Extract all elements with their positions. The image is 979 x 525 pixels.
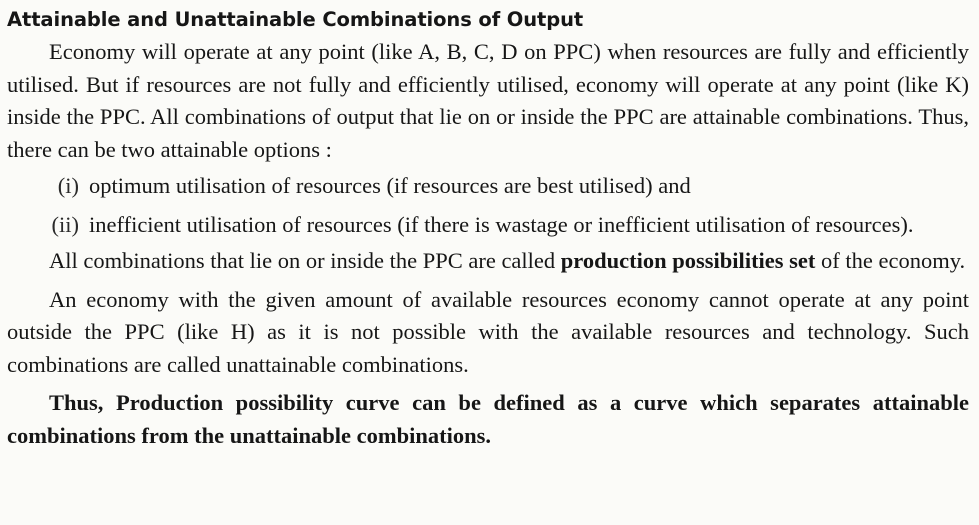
option-item: (i) optimum utilisation of resources (if… [7, 170, 969, 203]
paragraph-unattainable-points: An economy with the given amount of avai… [7, 286, 969, 377]
attainable-options-list: (i) optimum utilisation of resources (if… [7, 170, 969, 241]
option-text: inefficient utilisation of resources (if… [89, 211, 914, 237]
option-item: (ii) inefficient utilisation of resource… [7, 209, 969, 242]
paragraph-attainable-points: Economy will operate at any point (like … [7, 39, 969, 162]
pps-text-after: of the economy. [821, 248, 966, 273]
option-number: (ii) [51, 211, 80, 237]
pps-text-before: All combinations that lie on or inside t… [49, 248, 556, 273]
option-number: (i) [57, 173, 79, 198]
pps-term: production possibilities set [560, 248, 816, 273]
paragraph-ppc-definition: Thus, Production possibility curve can b… [7, 390, 969, 448]
option-text: optimum utilisation of resources (if res… [89, 173, 691, 198]
paragraph-production-possibilities-set: All combinations that lie on or inside t… [7, 245, 969, 278]
section-heading: Attainable and Unattainable Combinations… [7, 8, 584, 31]
